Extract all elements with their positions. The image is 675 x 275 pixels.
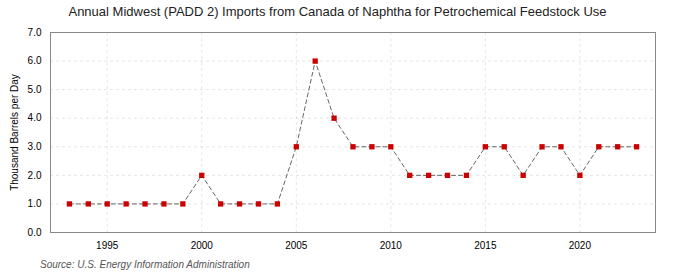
svg-text:7.0: 7.0	[28, 27, 42, 38]
svg-text:2015: 2015	[474, 240, 497, 251]
svg-text:6.0: 6.0	[28, 55, 42, 66]
svg-text:3.0: 3.0	[28, 141, 42, 152]
svg-text:5.0: 5.0	[28, 84, 42, 95]
svg-text:2010: 2010	[380, 240, 403, 251]
html-text:Annual Midwest (PADD 2) Import: Annual Midwest (PADD 2) Imports from Can…	[68, 4, 607, 19]
svg-text:2000: 2000	[191, 240, 214, 251]
svg-text:1.0: 1.0	[28, 198, 42, 209]
svg-text:2020: 2020	[569, 240, 592, 251]
svg-text:4.0: 4.0	[28, 112, 42, 123]
svg-text:1995: 1995	[96, 240, 119, 251]
svg-text:Thousand Barrels per Day: Thousand Barrels per Day	[9, 74, 20, 191]
svg-text:0.0: 0.0	[28, 227, 42, 238]
html-text:Source: U.S. Energy Informatio: Source: U.S. Energy Information Administ…	[40, 259, 250, 270]
svg-text:2005: 2005	[285, 240, 308, 251]
svg-text:2.0: 2.0	[28, 170, 42, 181]
